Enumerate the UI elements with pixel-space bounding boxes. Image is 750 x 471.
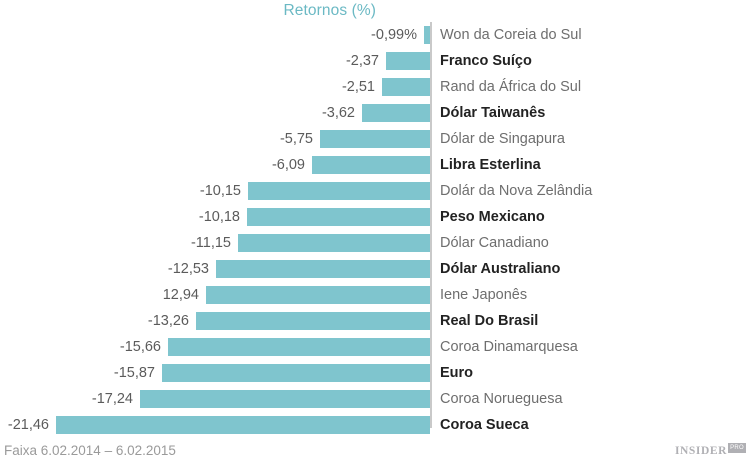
bar <box>238 234 430 252</box>
bar <box>362 104 430 122</box>
bar <box>206 286 430 304</box>
bar-row: -12,53 Dólar Australiano <box>0 256 750 282</box>
bar-value-label: -13,26 <box>147 313 189 329</box>
bar-row: -2,51 Rand da África do Sul <box>0 74 750 100</box>
bar-row: -6,09 Libra Esterlina <box>0 152 750 178</box>
category-label: Euro <box>440 365 474 381</box>
bar <box>162 364 430 382</box>
bar-value-label: -2,37 <box>345 53 379 69</box>
chart-title-text: Retornos (%) <box>283 2 376 19</box>
bar-value-label: -3,62 <box>321 105 355 121</box>
bar-row: -10,15 Dolár da Nova Zelândia <box>0 178 750 204</box>
bar-row: -15,87 Euro <box>0 360 750 386</box>
category-label: Coroa Dinamarquesa <box>440 339 578 355</box>
bar-value-label: -15,66 <box>119 339 161 355</box>
insider-pro-logo: INSIDER PRO <box>674 443 746 457</box>
bar <box>196 312 430 330</box>
category-label: Coroa Norueguesa <box>440 391 563 407</box>
bar-value-label: -6,09 <box>271 157 305 173</box>
bar-value-label: -21,46 <box>7 417 49 433</box>
chart-title: Retornos (%) <box>0 2 431 20</box>
bar <box>247 208 430 226</box>
bar-row: -10,18 Peso Mexicano <box>0 204 750 230</box>
bar-row: -17,24 Coroa Norueguesa <box>0 386 750 412</box>
plot-area: -0,99% Won da Coreia do Sul -2,37 Franco Su… <box>0 22 750 434</box>
category-label: Dólar Canadiano <box>440 235 549 251</box>
category-label: Dólar Taiwanês <box>440 105 546 121</box>
bar-rows: -0,99% Won da Coreia do Sul -2,37 Franco Su… <box>0 22 750 438</box>
category-label: Franco Suíço <box>440 53 532 69</box>
bar-value-label: -10,15 <box>199 183 241 199</box>
bar-row: -15,66 Coroa Dinamarquesa <box>0 334 750 360</box>
bar <box>382 78 430 96</box>
bar-value-label: -2,51 <box>341 79 375 95</box>
bar <box>386 52 430 70</box>
bar <box>248 182 430 200</box>
category-label: Coroa Sueca <box>440 417 529 433</box>
category-label: Dólar Australiano <box>440 261 561 277</box>
bar-row: -0,99% Won da Coreia do Sul <box>0 22 750 48</box>
logo-pro-badge: PRO <box>728 443 746 453</box>
bar-value-label: -17,24 <box>91 391 133 407</box>
bar <box>320 130 430 148</box>
bar <box>168 338 430 356</box>
category-label: Dólar de Singapura <box>440 131 565 147</box>
category-label: Iene Japonês <box>440 287 528 303</box>
bar-value-label: -12,53 <box>167 261 209 277</box>
bar <box>312 156 430 174</box>
bar-value-label: -5,75 <box>279 131 313 147</box>
category-label: Real Do Brasil <box>440 313 539 329</box>
bar-row: -13,26 Real Do Brasil <box>0 308 750 334</box>
bar <box>424 26 430 44</box>
bar <box>216 260 430 278</box>
category-label: Rand da África do Sul <box>440 79 582 95</box>
bar-value-label: -0,99% <box>371 27 417 43</box>
category-label: Won da Coreia do Sul <box>440 27 582 43</box>
category-label: Dolár da Nova Zelândia <box>440 183 593 199</box>
bar-row: 12,94 Iene Japonês <box>0 282 750 308</box>
bar-row: -5,75 Dólar de Singapura <box>0 126 750 152</box>
bar <box>140 390 430 408</box>
logo-wordmark: INSIDER <box>674 445 728 457</box>
bar-value-label: -11,15 <box>190 235 231 251</box>
bar-row: -2,37 Franco Suíço <box>0 48 750 74</box>
bar-row: -3,62 Dólar Taiwanês <box>0 100 750 126</box>
bar <box>56 416 430 434</box>
bar-row: -11,15 Dólar Canadiano <box>0 230 750 256</box>
date-range-note: Faixa 6.02.2014 – 6.02.2015 <box>4 443 176 458</box>
zero-axis-line <box>430 22 432 428</box>
bar-row: -21,46 Coroa Sueca <box>0 412 750 438</box>
bar-value-label: 12,94 <box>162 287 199 303</box>
bar-value-label: -15,87 <box>113 365 155 381</box>
chart-footer: Faixa 6.02.2014 – 6.02.2015 INSIDER PRO <box>0 431 750 471</box>
category-label: Peso Mexicano <box>440 209 545 225</box>
bar-value-label: -10,18 <box>198 209 240 225</box>
category-label: Libra Esterlina <box>440 157 541 173</box>
